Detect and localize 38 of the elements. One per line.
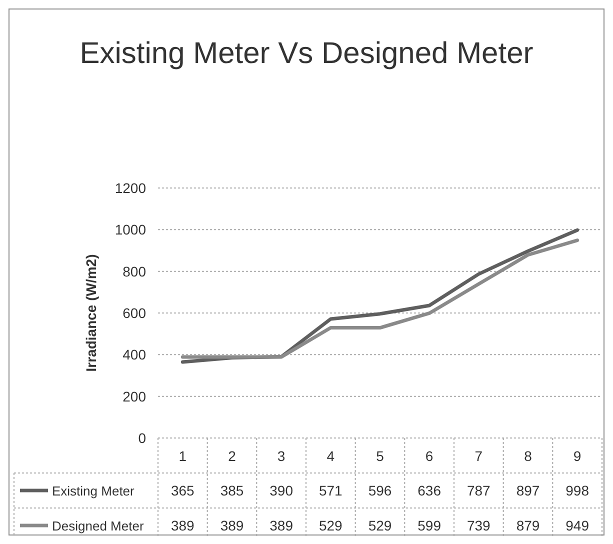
y-tick-label: 200 bbox=[122, 388, 146, 404]
data-label: 998 bbox=[566, 482, 590, 498]
x-tick-label: 7 bbox=[474, 448, 483, 464]
y-tick-label: 1000 bbox=[114, 222, 146, 238]
x-tick-label: 5 bbox=[376, 448, 384, 464]
data-label: 949 bbox=[566, 518, 590, 534]
x-tick-label: 9 bbox=[573, 448, 582, 464]
x-tick-label: 2 bbox=[228, 448, 236, 464]
data-label: 529 bbox=[318, 518, 343, 534]
data-label: 365 bbox=[170, 482, 195, 498]
data-label: 389 bbox=[170, 518, 195, 534]
data-label: 596 bbox=[368, 482, 392, 498]
data-label: 390 bbox=[270, 482, 294, 498]
x-tick-label: 1 bbox=[178, 448, 187, 464]
data-label: 385 bbox=[220, 482, 244, 498]
y-tick-label: 0 bbox=[138, 430, 146, 446]
y-axis-title: Irradiance (W/m2) bbox=[83, 254, 99, 372]
data-label: 636 bbox=[418, 482, 442, 498]
legend-label: Designed Meter bbox=[52, 518, 144, 534]
x-tick-label: 3 bbox=[277, 448, 286, 464]
x-tick-label: 4 bbox=[326, 448, 335, 464]
data-label: 599 bbox=[418, 518, 442, 534]
legend-label: Existing Meter bbox=[52, 484, 136, 498]
y-tick-label: 600 bbox=[122, 305, 146, 321]
data-label: 571 bbox=[318, 482, 343, 498]
data-label: 389 bbox=[270, 518, 294, 534]
data-label: 529 bbox=[368, 518, 392, 534]
x-tick-label: 8 bbox=[524, 448, 532, 464]
data-label: 739 bbox=[466, 518, 491, 534]
data-label: 879 bbox=[516, 518, 540, 534]
y-tick-label: 1200 bbox=[114, 180, 146, 196]
data-label: 897 bbox=[516, 482, 540, 498]
x-tick-label: 6 bbox=[425, 448, 434, 464]
chart-title: Existing Meter Vs Designed Meter bbox=[80, 37, 534, 70]
y-tick-label: 400 bbox=[122, 346, 146, 363]
data-label: 787 bbox=[466, 482, 491, 498]
y-tick-label: 800 bbox=[122, 263, 146, 280]
data-label: 389 bbox=[220, 518, 244, 534]
